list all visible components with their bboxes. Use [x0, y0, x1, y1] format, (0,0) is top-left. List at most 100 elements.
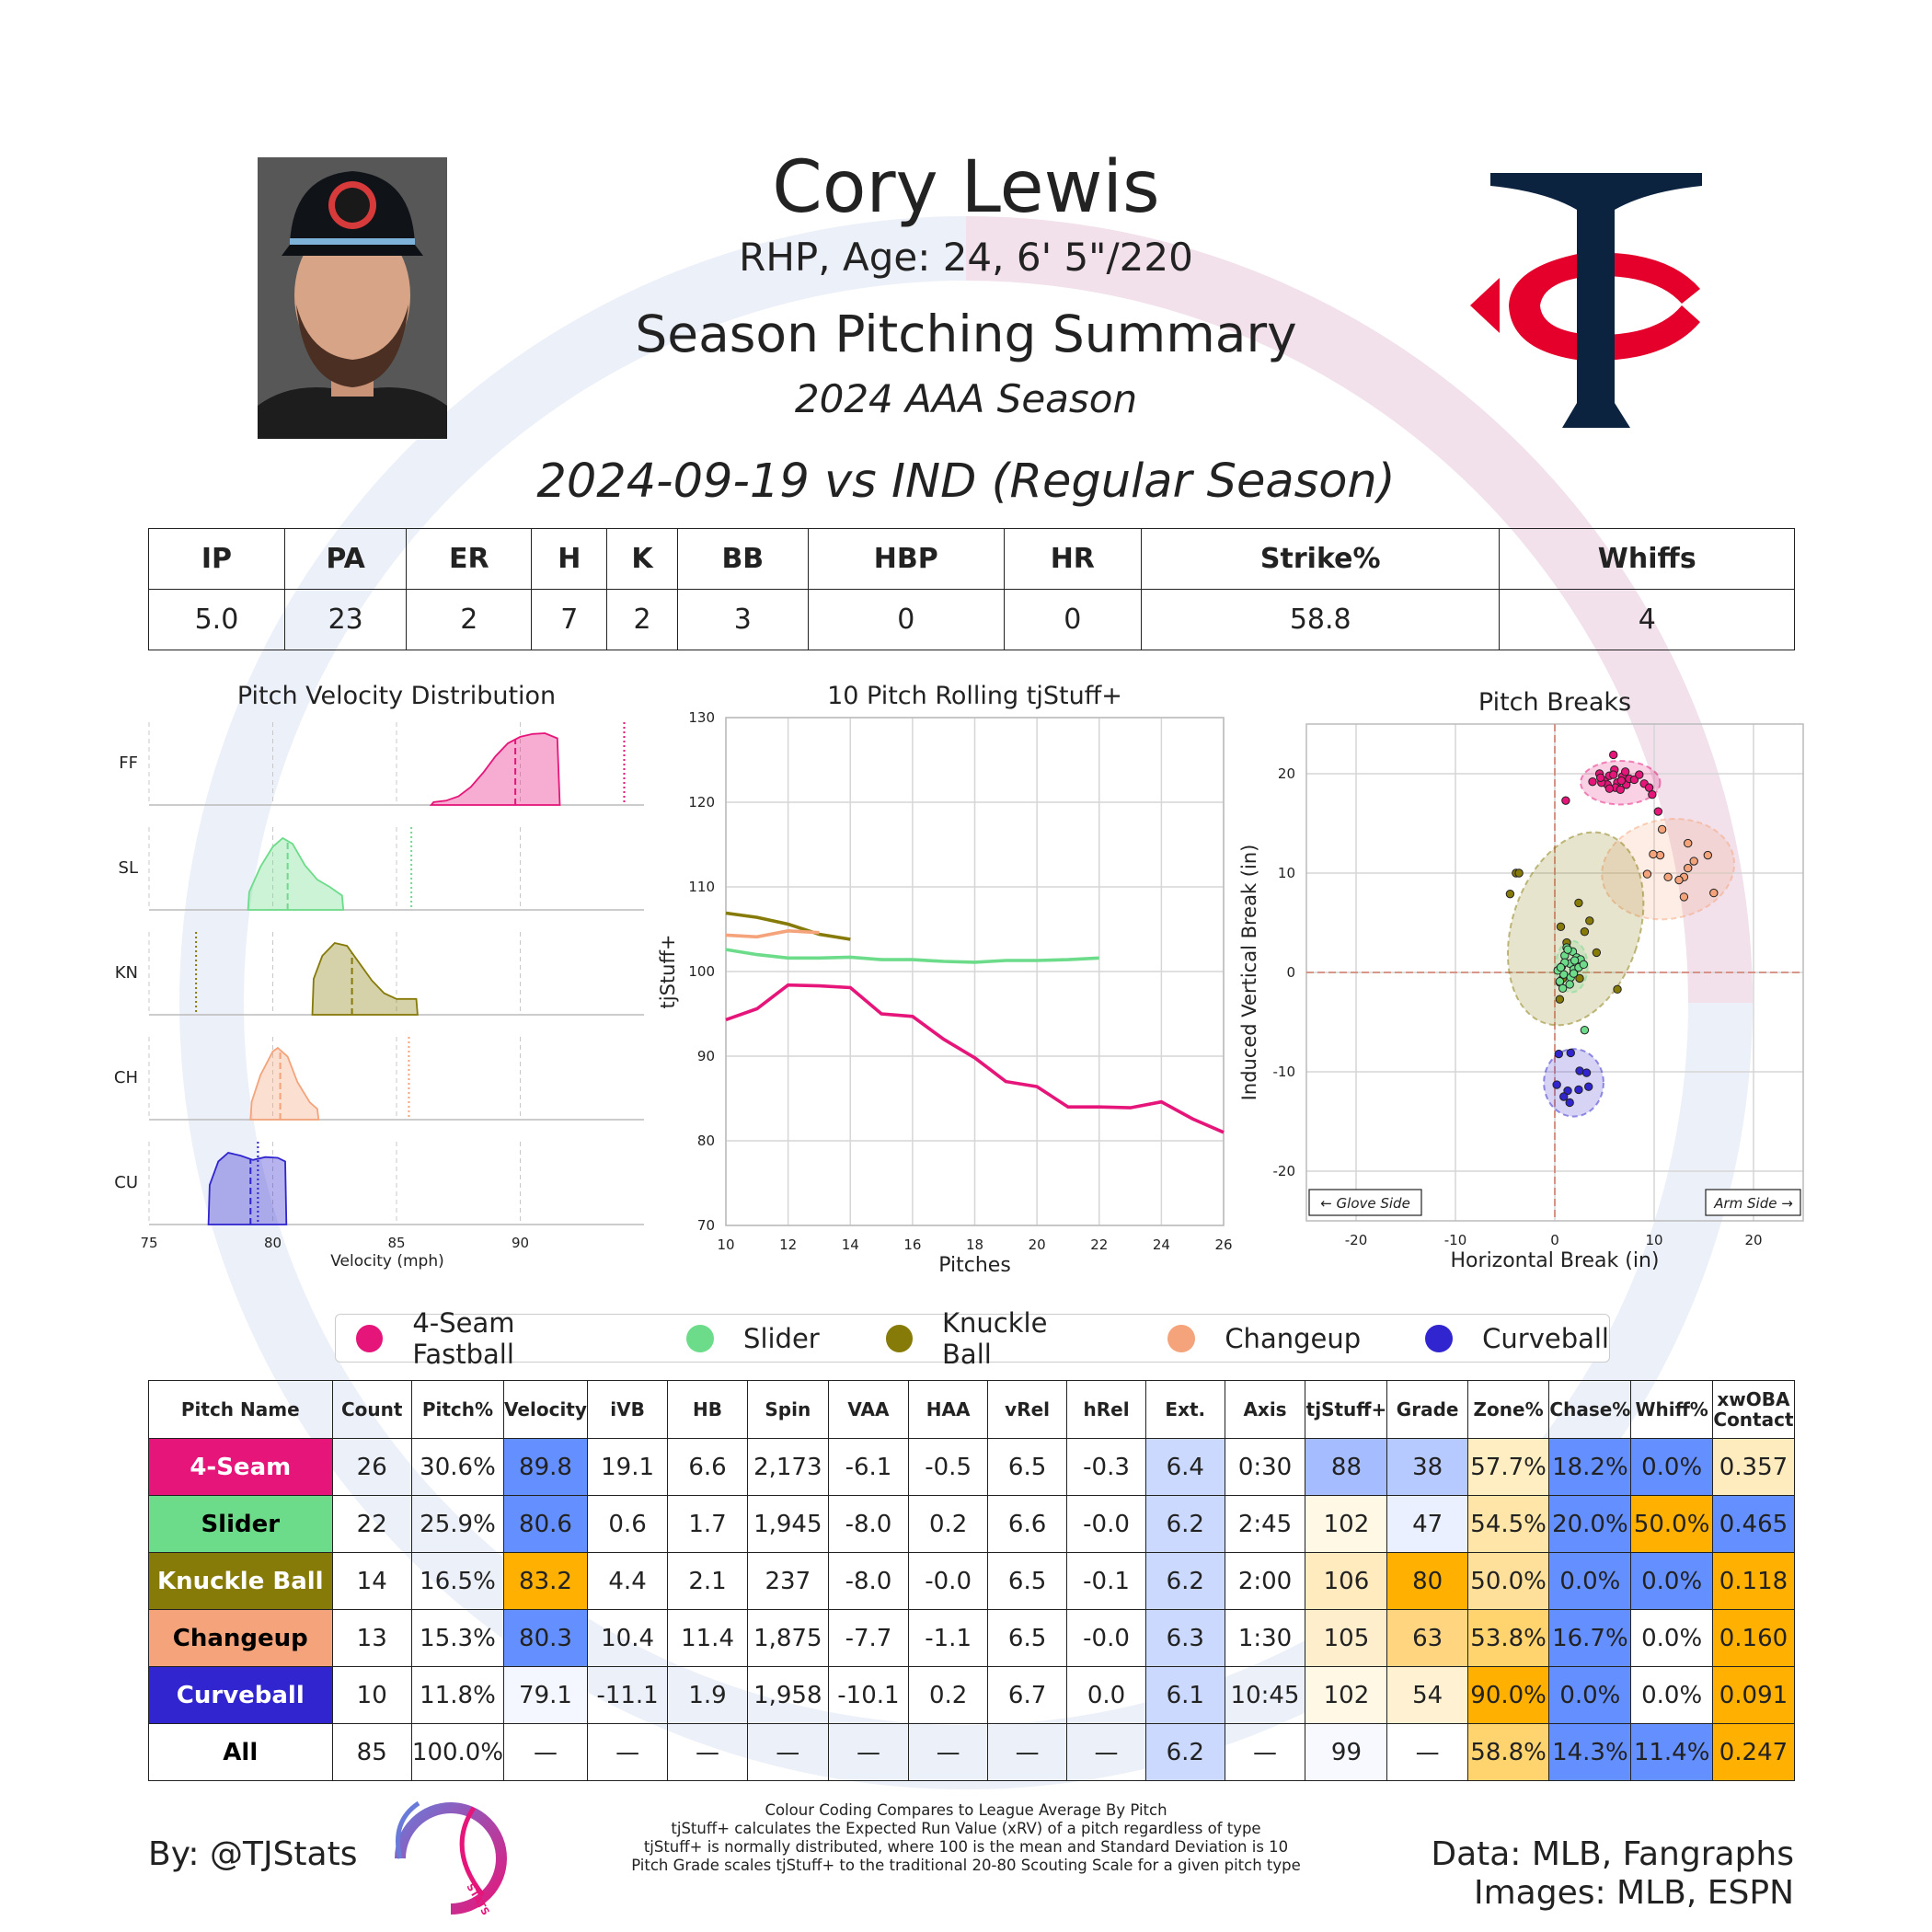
- x-axis-label: Horizontal Break (in): [1451, 1249, 1660, 1272]
- break-point: [1565, 1098, 1574, 1108]
- y-tick-label: -20: [1273, 1163, 1296, 1179]
- x-axis-label: Pitches: [938, 1254, 1011, 1277]
- column-header: iVB: [586, 1380, 669, 1439]
- summary-value-cell: 7: [531, 589, 608, 650]
- break-point: [1684, 863, 1693, 873]
- metric-cell: 0.0: [1066, 1666, 1147, 1724]
- column-header: Pitch Name: [148, 1380, 333, 1439]
- metric-cell: 6.2: [1145, 1552, 1225, 1610]
- metric-cell: -6.1: [827, 1438, 910, 1496]
- metric-cell: 18.2%: [1548, 1438, 1632, 1496]
- y-axis-label: tjStuff+: [657, 934, 679, 1008]
- y-tick-label: 130: [688, 709, 715, 726]
- metric-cell: 1:30: [1224, 1609, 1306, 1667]
- legend-item: Changeup: [1167, 1323, 1361, 1354]
- break-point: [1581, 1068, 1592, 1077]
- legend-marker: [686, 1324, 715, 1352]
- legend-marker: [1167, 1324, 1196, 1352]
- break-point: [1684, 838, 1693, 848]
- break-point: [1689, 857, 1698, 866]
- annotation-text: ← Glove Side: [1320, 1195, 1410, 1212]
- metric-cell: 99: [1305, 1723, 1388, 1781]
- break-point: [1569, 969, 1579, 978]
- metric-cell: 88: [1305, 1438, 1388, 1496]
- metric-cell: 2:00: [1224, 1552, 1306, 1610]
- summary-value-cell: 3: [676, 589, 809, 650]
- confidence-ellipse: [1506, 831, 1645, 1027]
- player-headshot: [258, 157, 447, 439]
- x-tick-label: 75: [140, 1235, 157, 1251]
- metric-cell: 6.2: [1145, 1723, 1225, 1781]
- series-line-4-seam-fastball: [725, 983, 1225, 1134]
- data-credit: Data: MLB, Fangraphs: [1431, 1835, 1794, 1873]
- column-header: Velocity: [503, 1380, 588, 1439]
- metric-cell: 10.4: [586, 1609, 669, 1667]
- metric-cell: 63: [1386, 1609, 1468, 1667]
- x-tick-label: 20: [1744, 1232, 1762, 1248]
- row-label: SL: [119, 858, 138, 878]
- x-tick-label: 10: [1645, 1232, 1662, 1248]
- image-credit: Images: MLB, ESPN: [1473, 1874, 1794, 1912]
- metric-cell: -0.5: [908, 1438, 989, 1496]
- pitch-row: Curveball 10 11.8% 79.1 -11.1 1.9 1,958 -10.1 0.…: [148, 1666, 1796, 1724]
- confidence-ellipse: [1601, 818, 1735, 921]
- metric-cell: 10: [331, 1666, 412, 1724]
- summary-value-cell: 0: [807, 589, 1005, 650]
- break-point: [1559, 1092, 1569, 1101]
- metric-cell: 1.9: [667, 1666, 748, 1724]
- break-point: [1514, 868, 1524, 878]
- summary-header-cell: H: [531, 528, 608, 590]
- glove-side-annotation: ← Glove Side: [1308, 1189, 1422, 1216]
- row-label: KN: [115, 963, 138, 983]
- column-header: Chase%: [1548, 1380, 1632, 1439]
- metric-cell: 0.0%: [1630, 1552, 1713, 1610]
- metric-cell: 0.2: [908, 1666, 989, 1724]
- author-credit: By: @TJStats: [148, 1835, 358, 1873]
- summary-value-cell: 58.8: [1140, 589, 1501, 650]
- break-point: [1679, 892, 1689, 902]
- metric-cell: 16.7%: [1548, 1609, 1632, 1667]
- metric-cell: 102: [1305, 1495, 1388, 1553]
- metric-cell: 0.0%: [1630, 1609, 1713, 1667]
- metric-cell: —: [667, 1723, 748, 1781]
- metric-cell: 6.5: [987, 1552, 1068, 1610]
- pitch-row: 4-Seam 26 30.6% 89.8 19.1 6.6 2,173 -6.1 -0.5 6.5…: [148, 1438, 1796, 1496]
- break-point: [1570, 956, 1580, 965]
- metric-cell: 105: [1305, 1609, 1388, 1667]
- metric-cell: -11.1: [586, 1666, 669, 1724]
- break-point: [1642, 869, 1652, 879]
- metric-cell: 19.1: [586, 1438, 669, 1496]
- y-tick-label: 110: [688, 879, 715, 895]
- pitch-name-cell: All: [148, 1723, 333, 1781]
- pitch-metrics-table: Pitch Name Count Pitch% Velocity iVB HB Spin VA…: [148, 1380, 1796, 1781]
- y-tick-label: 0: [1286, 964, 1295, 981]
- metric-cell: 0.0%: [1630, 1666, 1713, 1724]
- metric-cell: 1,875: [746, 1609, 829, 1667]
- legend-item: Slider: [686, 1323, 820, 1354]
- metric-cell: 20.0%: [1548, 1495, 1632, 1553]
- footer-note: Colour Coding Compares to League Average…: [765, 1801, 1167, 1819]
- metric-cell: 6.4: [1145, 1438, 1225, 1496]
- x-axis-label: Velocity (mph): [330, 1252, 443, 1271]
- pitch-row: All 85 100.0% — — — — — — — —6.2—99—58.8% 14.3% 11.4…: [148, 1723, 1796, 1781]
- x-tick-label: 20: [1029, 1236, 1046, 1253]
- x-tick-label: 85: [387, 1235, 405, 1251]
- column-header: Axis: [1224, 1380, 1306, 1439]
- summary-value-row: 5.0 23 2 7 2 3 0 0 58.8 4: [148, 589, 1795, 650]
- metric-cell: 80.6: [503, 1495, 588, 1553]
- metric-cell: 0.6: [586, 1495, 669, 1553]
- metric-cell: —: [908, 1723, 989, 1781]
- density-area-ch: [249, 1046, 320, 1121]
- metric-cell: 0.357: [1711, 1438, 1796, 1496]
- metric-cell: 90.0%: [1466, 1666, 1550, 1724]
- metric-cell: —: [503, 1723, 588, 1781]
- metric-cell: -0.0: [908, 1552, 989, 1610]
- break-point: [1566, 1048, 1575, 1058]
- break-point: [1556, 962, 1566, 972]
- break-point: [1663, 872, 1673, 882]
- arm-side-annotation: Arm Side →: [1705, 1189, 1801, 1216]
- summary-header-cell: PA: [283, 528, 408, 590]
- column-header: HB: [667, 1380, 748, 1439]
- break-point: [1616, 776, 1627, 786]
- column-header: Spin: [746, 1380, 829, 1439]
